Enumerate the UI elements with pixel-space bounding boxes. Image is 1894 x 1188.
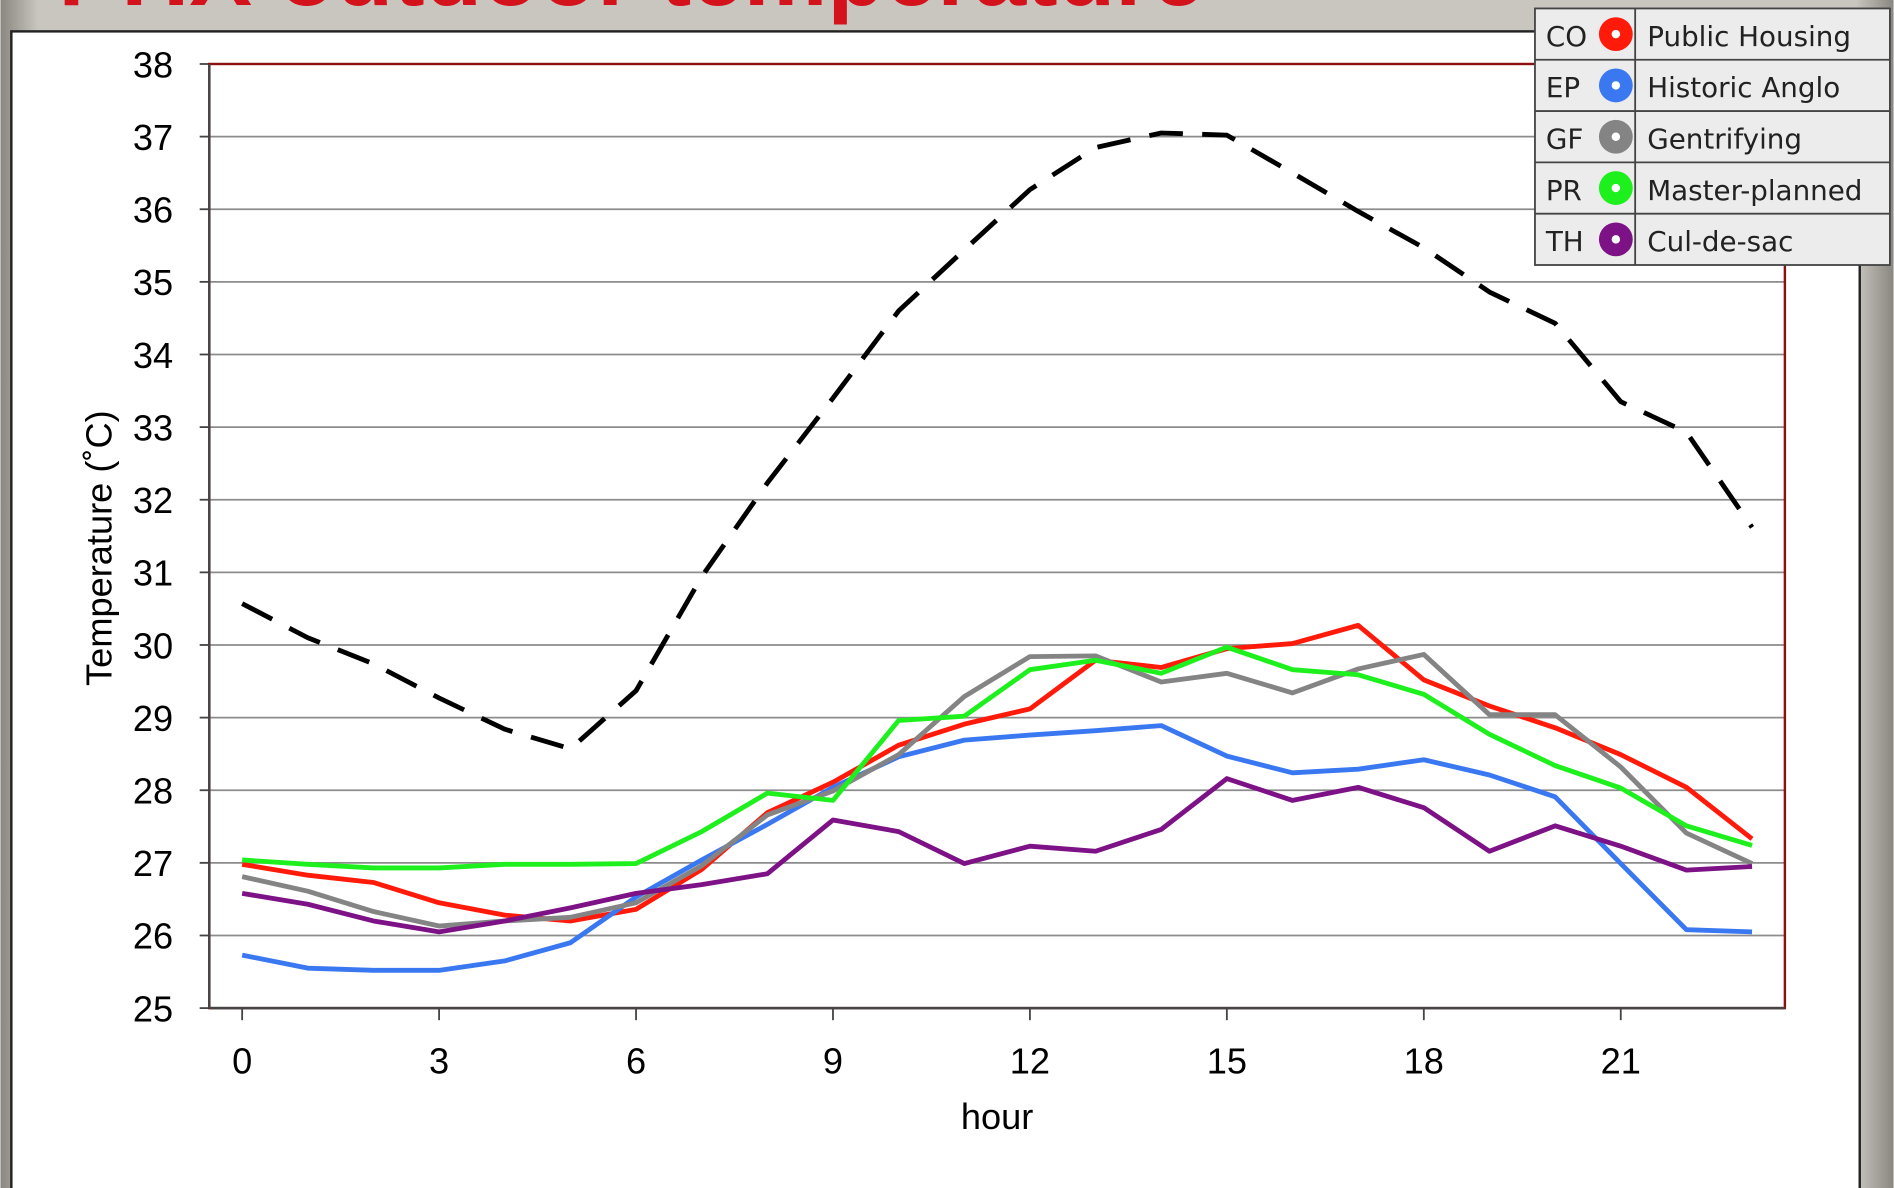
y-tick-label: 34 bbox=[133, 335, 173, 376]
legend-swatch-dot bbox=[1611, 29, 1621, 39]
series-line bbox=[241, 130, 1755, 752]
legend-swatch-dot bbox=[1611, 235, 1621, 244]
series-line bbox=[241, 622, 1754, 924]
legend-label: Public Housing bbox=[1647, 20, 1851, 53]
x-tick-label: 18 bbox=[1404, 1040, 1444, 1081]
x-tick-label: 6 bbox=[626, 1040, 646, 1081]
legend-code: EP bbox=[1546, 71, 1580, 104]
series-line bbox=[241, 723, 1753, 973]
x-tick-label: 12 bbox=[1010, 1040, 1050, 1081]
x-axis-label: hour bbox=[961, 1096, 1033, 1137]
x-tick-label: 15 bbox=[1207, 1040, 1247, 1081]
x-tick-label: 3 bbox=[429, 1040, 449, 1081]
legend-label: Cul-de-sac bbox=[1647, 225, 1793, 258]
y-tick-label: 25 bbox=[133, 988, 173, 1029]
y-tick-label: 38 bbox=[133, 44, 173, 85]
legend-code: PR bbox=[1546, 174, 1582, 207]
legend-label: Gentrifying bbox=[1647, 122, 1802, 155]
y-tick-label: 30 bbox=[133, 625, 173, 666]
y-tick-label: 27 bbox=[133, 843, 173, 884]
legend-box bbox=[1534, 7, 1891, 266]
y-tick-label: 32 bbox=[133, 480, 173, 521]
legend-code: CO bbox=[1546, 20, 1587, 53]
y-tick-label: 28 bbox=[133, 771, 173, 812]
legend-label: Master-planned bbox=[1647, 174, 1862, 207]
y-tick-label: 29 bbox=[133, 698, 173, 739]
y-tick-label: 33 bbox=[133, 407, 173, 448]
y-tick-label: 26 bbox=[133, 916, 173, 957]
legend: CO Public Housing EP Historic Anglo GF Gentri… bbox=[1534, 7, 1891, 266]
y-tick-label: 36 bbox=[133, 190, 173, 231]
chart-title: PHX outdoor temperature bbox=[58, 0, 1204, 25]
legend-swatch-dot bbox=[1611, 81, 1621, 90]
legend-code: TH bbox=[1545, 225, 1584, 258]
legend-code: GF bbox=[1546, 122, 1583, 155]
legend-swatch-dot bbox=[1611, 132, 1621, 141]
x-tick-label: 9 bbox=[823, 1040, 843, 1081]
x-tick-label: 21 bbox=[1601, 1040, 1641, 1081]
series-line bbox=[241, 644, 1753, 871]
y-tick-label: 35 bbox=[133, 262, 173, 303]
x-tick-label: 0 bbox=[232, 1040, 252, 1081]
legend-swatch-dot bbox=[1611, 183, 1621, 193]
series-line bbox=[241, 776, 1753, 935]
y-axis-label: Temperature (˚C) bbox=[79, 410, 120, 686]
y-tick-label: 31 bbox=[133, 553, 173, 594]
y-tick-label: 37 bbox=[133, 117, 173, 158]
legend-label: Historic Anglo bbox=[1647, 71, 1840, 104]
